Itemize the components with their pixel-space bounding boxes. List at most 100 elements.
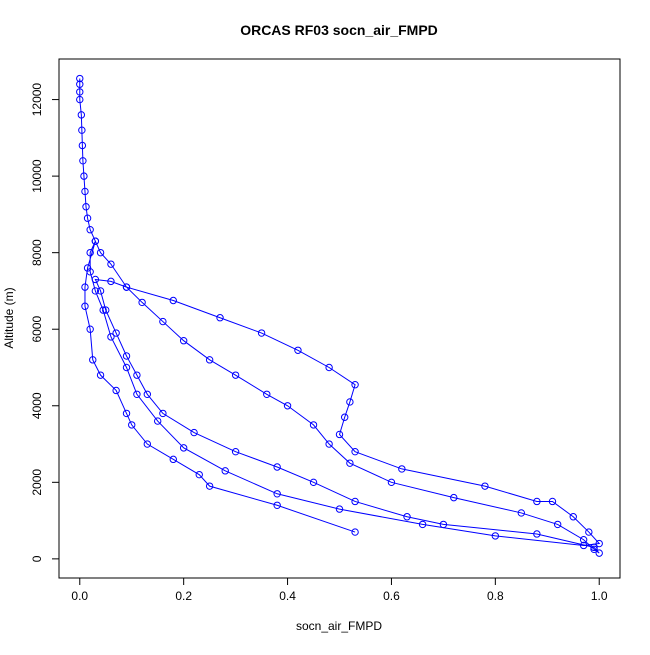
data-point: [76, 88, 84, 96]
data-point: [91, 237, 100, 245]
y-axis-label: Altitude (m): [2, 287, 16, 348]
data-point: [179, 336, 188, 345]
data-point: [216, 314, 224, 322]
data-point: [283, 402, 292, 410]
data-point: [221, 467, 229, 475]
data-point: [83, 264, 92, 272]
data-point: [99, 306, 107, 314]
data-point: [231, 371, 240, 379]
y-tick-label: 0: [30, 555, 44, 562]
data-point: [82, 203, 90, 211]
data-point: [398, 465, 406, 473]
data-point: [80, 172, 88, 180]
data-point: [159, 317, 167, 326]
data-point: [403, 513, 411, 521]
data-point: [86, 248, 94, 257]
data-point: [553, 520, 562, 529]
data-point: [76, 80, 84, 88]
data-point: [273, 490, 281, 498]
data-point: [79, 157, 87, 165]
y-tick-label: 8000: [30, 239, 44, 266]
data-point: [78, 141, 87, 150]
x-tick-label: 0.8: [487, 589, 504, 603]
data-point: [169, 296, 177, 305]
data-point: [81, 187, 89, 196]
data-point: [590, 543, 598, 552]
plot-box: [58, 58, 621, 579]
data-point: [273, 463, 281, 471]
chart-title: ORCAS RF03 socn_air_FMPD: [240, 22, 438, 38]
data-point: [76, 74, 84, 83]
data-point: [325, 440, 333, 448]
data-point: [86, 226, 94, 234]
x-axis-label: socn_air_FMPD: [296, 619, 382, 633]
data-point: [481, 482, 489, 490]
data-point: [585, 528, 593, 536]
data-point: [81, 302, 89, 310]
data-point: [517, 509, 526, 517]
data-point: [107, 260, 115, 268]
data-point: [81, 283, 89, 291]
data-point: [569, 513, 577, 521]
data-point: [179, 444, 188, 452]
data-point: [205, 356, 214, 364]
data-point: [91, 287, 100, 295]
data-point: [595, 549, 603, 557]
data-point: [351, 528, 359, 536]
data-point: [263, 390, 271, 398]
y-tick-label: 4000: [30, 392, 44, 419]
data-point: [133, 390, 141, 398]
data-point: [309, 478, 318, 487]
data-point: [351, 447, 359, 456]
data-point: [122, 352, 131, 360]
data-point: [83, 214, 92, 222]
data-point: [257, 329, 266, 337]
data-point: [138, 298, 146, 307]
y-tick-label: 10000: [30, 159, 44, 193]
data-point: [107, 277, 115, 286]
data-point: [86, 325, 94, 333]
data-point: [159, 409, 167, 418]
data-point: [533, 497, 541, 506]
data-point: [133, 371, 141, 379]
data-point: [418, 520, 427, 529]
data-point: [450, 493, 458, 502]
data-point: [96, 248, 105, 257]
data-point: [128, 421, 136, 429]
x-tick-label: 0.2: [175, 589, 192, 603]
data-line: [79, 78, 601, 554]
data-point: [325, 363, 333, 372]
data-point: [143, 440, 152, 448]
data-point: [351, 381, 359, 389]
data-point: [579, 541, 588, 550]
data-point: [122, 363, 131, 372]
data-point: [335, 430, 344, 439]
data-point: [309, 421, 318, 429]
data-point: [346, 459, 354, 467]
data-point: [590, 545, 598, 553]
x-tick-label: 0.6: [383, 589, 400, 603]
data-point: [76, 95, 84, 104]
data-point: [122, 409, 131, 418]
y-tick-label: 2000: [30, 469, 44, 496]
data-point: [294, 346, 302, 354]
data-point: [205, 482, 214, 490]
y-tick-label: 12000: [30, 83, 44, 117]
data-point: [190, 428, 198, 437]
data-point: [112, 386, 120, 395]
data-point: [533, 530, 541, 538]
x-tick-label: 0.4: [279, 589, 296, 603]
data-point: [112, 329, 120, 337]
data-point: [89, 356, 97, 364]
data-point: [96, 287, 105, 295]
data-point: [102, 306, 110, 314]
data-point: [346, 398, 354, 406]
data-point: [491, 532, 500, 540]
data-point: [77, 111, 86, 119]
data-point: [340, 413, 349, 421]
data-point: [78, 126, 86, 134]
data-point: [439, 520, 448, 529]
data-point: [195, 470, 203, 479]
x-tick-label: 0.0: [71, 589, 88, 603]
data-point: [96, 371, 105, 379]
